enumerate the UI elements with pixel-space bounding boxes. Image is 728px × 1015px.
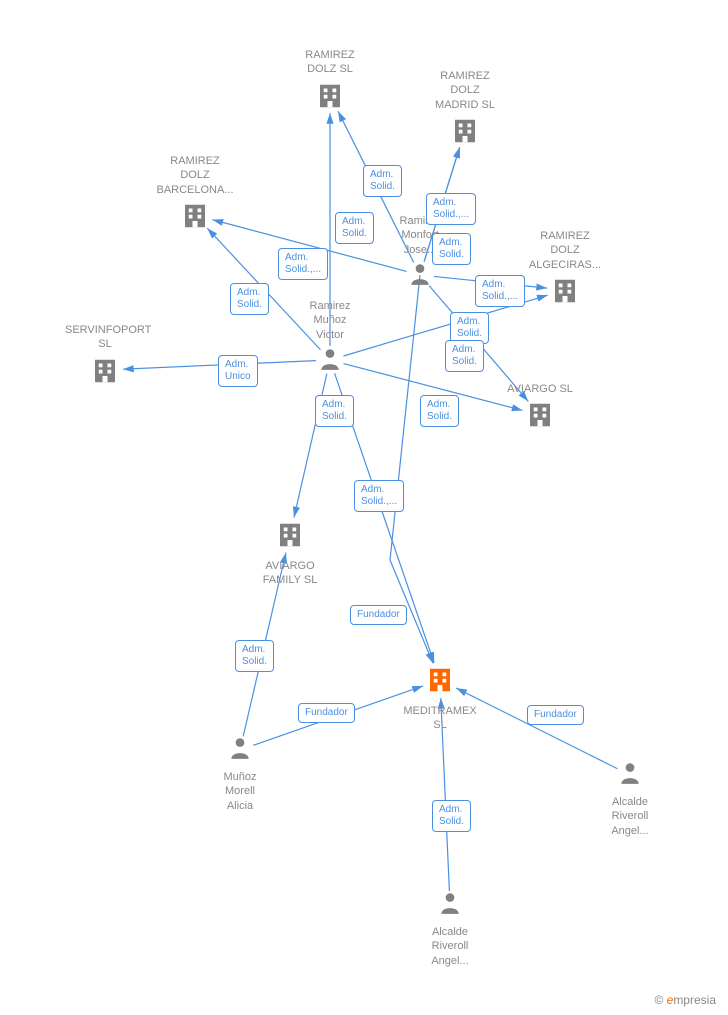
edge-label: Adm. Solid. — [235, 640, 274, 672]
edge-label: Adm. Solid. — [363, 165, 402, 197]
edge-label: Adm. Solid. — [432, 233, 471, 265]
edge-label: Adm. Solid. — [335, 212, 374, 244]
edge-label: Adm. Unico — [218, 355, 258, 387]
edge-label: Adm. Solid.,... — [426, 193, 476, 225]
copyright-symbol: © — [654, 993, 663, 1007]
edge-label: Fundador — [527, 705, 584, 725]
edge-label: Fundador — [298, 703, 355, 723]
edge-label: Adm. Solid. — [315, 395, 354, 427]
copyright: © empresia — [654, 993, 716, 1007]
edge-label: Fundador — [350, 605, 407, 625]
edge-labels-layer: Adm. Solid.Adm. Solid.Adm. Solid.,...Adm… — [0, 0, 728, 1015]
edge-label: Adm. Solid.,... — [354, 480, 404, 512]
edge-label: Adm. Solid. — [420, 395, 459, 427]
brand-rest: mpresia — [673, 993, 716, 1007]
edge-label: Adm. Solid. — [445, 340, 484, 372]
edge-label: Adm. Solid. — [230, 283, 269, 315]
edge-label: Adm. Solid.,... — [278, 248, 328, 280]
edge-label: Adm. Solid. — [432, 800, 471, 832]
edge-label: Adm. Solid.,... — [475, 275, 525, 307]
